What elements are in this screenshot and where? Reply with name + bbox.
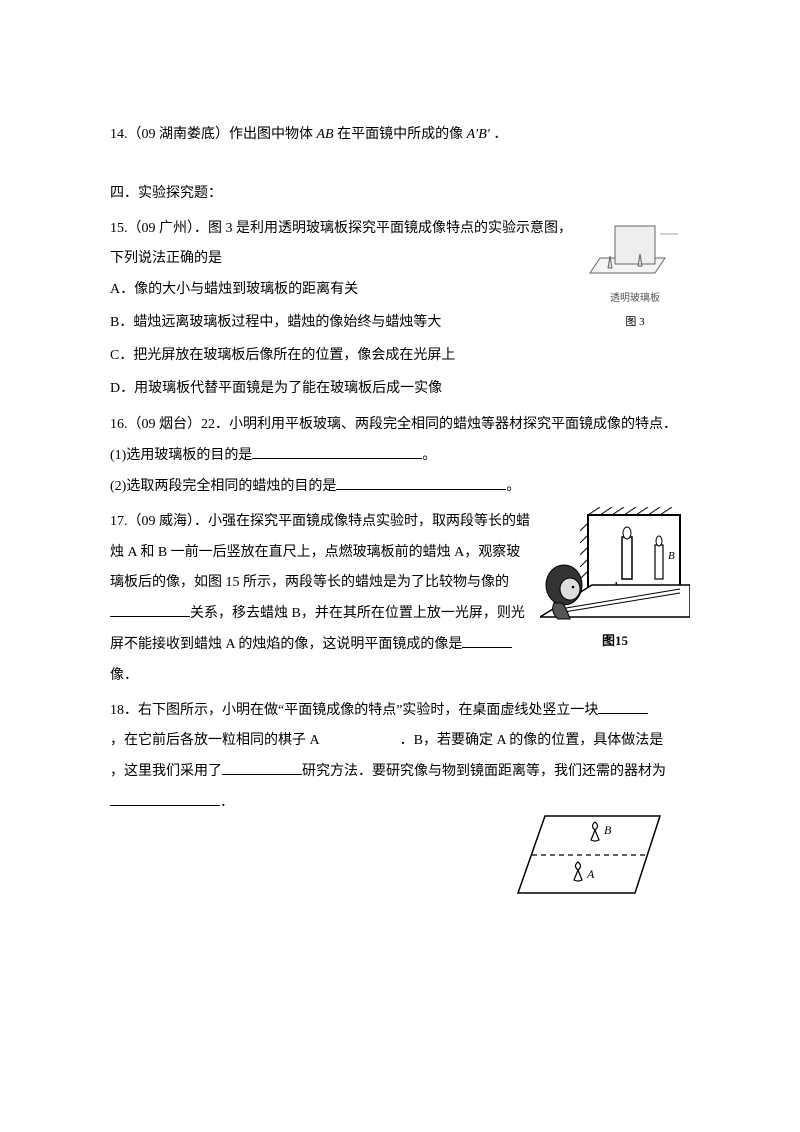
q14-text-a: 14.（09 湖南娄底）作出图中物体 — [110, 127, 317, 142]
q16-lead: 16.（09 烟台）22．小明利用平板玻璃、两段完全相同的蜡烛等器材探究平面镜成… — [110, 410, 690, 441]
q15-fig-note: 透明玻璃板 — [580, 288, 690, 310]
question-17: B A 图15 17.（09 威海）．小强在探究平面镜成像特点实验时，取两段等长… — [110, 507, 690, 692]
question-15: 透明玻璃板 图 3 15.（09 广州）．图 3 是利用透明玻璃板探究平面镜成像… — [110, 214, 690, 407]
q17-fig-label: 图15 — [540, 627, 690, 656]
blank-field[interactable] — [598, 700, 648, 714]
question-16: 16.（09 烟台）22．小明利用平板玻璃、两段完全相同的蜡烛等器材探究平面镜成… — [110, 410, 690, 502]
q18-p3a: ，这里我们采用了 — [110, 764, 222, 779]
q18-p2b: ．B，若要确定 A 的像的位置，具体做法是 — [400, 733, 664, 748]
blank-field[interactable] — [110, 603, 190, 617]
q16-part2: (2)选取两段完全相同的蜡烛的目的是 。 — [110, 472, 690, 503]
q16-p1-a: (1)选用玻璃板的目的是 — [110, 448, 252, 463]
svg-text:A: A — [586, 867, 595, 881]
q15-fig-label: 图 3 — [580, 310, 690, 334]
q14-ab: AB — [317, 127, 334, 142]
blank-field[interactable] — [110, 792, 220, 806]
chess-mirror-icon: B A — [500, 798, 670, 908]
q16-part1: (1)选用玻璃板的目的是 。 — [110, 441, 690, 472]
q15-figure: 透明玻璃板 图 3 — [580, 218, 690, 334]
q18-figure: B A — [500, 798, 670, 908]
question-14: 14.（09 湖南娄底）作出图中物体 AB 在平面镜中所成的像 A′B′ ． — [110, 120, 690, 151]
q18-p2a: ，在它前后各放一粒相同的棋子 A — [110, 733, 320, 748]
q17-figure: B A 图15 — [540, 507, 690, 656]
q15-opt-d: D．用玻璃板代替平面镜是为了能在玻璃板后成一实像 — [110, 374, 690, 405]
q17-lead: 17.（09 威海）．小强在探究平面镜成像特点实验时，取两段等长的蜡烛 A 和 … — [110, 514, 530, 591]
svg-text:B: B — [604, 823, 612, 837]
q18-p1: 18．右下图所示，小明在做“平面镜成像的特点”实验时，在桌面虚线处竖立一块 — [110, 703, 598, 718]
glass-board-icon — [580, 218, 680, 288]
svg-text:B: B — [668, 550, 675, 562]
q16-p1-b: 。 — [422, 448, 436, 463]
q17-end: 像． — [110, 668, 138, 683]
q14-text-c: ． — [490, 127, 508, 142]
q15-opt-c: C．把光屏放在玻璃板后像所在的位置，像会成在光屏上 — [110, 341, 690, 372]
blank-field[interactable] — [336, 476, 506, 490]
blank-field[interactable] — [222, 761, 302, 775]
blank-field[interactable] — [462, 634, 512, 648]
section-4-title: 四．实验探究题： — [110, 179, 690, 210]
q18-p3b: 研究方法．要研究像与物到镜面距离等，我们还需的器材为 — [302, 764, 666, 779]
q16-p2-a: (2)选取两段完全相同的蜡烛的目的是 — [110, 479, 336, 494]
blank-field[interactable] — [252, 445, 422, 459]
q14-text-b: 在平面镜中所成的像 — [334, 127, 467, 142]
q14-apbp: A′B′ — [467, 127, 490, 142]
q18-p3c: ． — [220, 795, 234, 810]
mirror-experiment-icon: B A — [540, 507, 690, 627]
q16-p2-b: 。 — [506, 479, 520, 494]
question-18: 18．右下图所示，小明在做“平面镜成像的特点”实验时，在桌面虚线处竖立一块 ，在… — [110, 696, 690, 908]
